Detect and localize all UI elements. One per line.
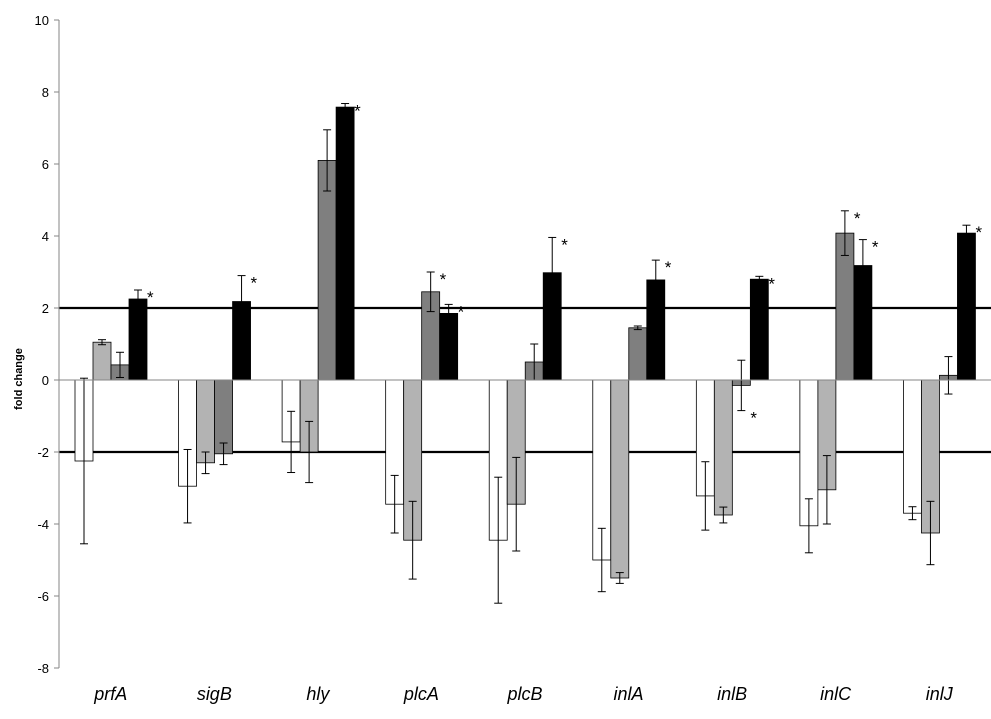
bars xyxy=(74,106,976,579)
significance-star: * xyxy=(854,209,861,228)
bar xyxy=(92,341,112,381)
bar xyxy=(335,106,355,381)
y-axis-title: fold change xyxy=(13,348,25,410)
x-category-label: inlA xyxy=(614,684,644,704)
y-tick-label: 6 xyxy=(42,157,49,172)
x-category-label: plcB xyxy=(506,684,542,704)
significance-star: * xyxy=(543,342,550,361)
significance-star: * xyxy=(872,238,879,257)
y-tick-label: 8 xyxy=(42,85,49,100)
y-tick-label: -2 xyxy=(37,445,49,460)
y-tick-label: 2 xyxy=(42,301,49,316)
y-tick-label: -4 xyxy=(37,517,49,532)
x-category-label: inlJ xyxy=(926,684,954,704)
bar xyxy=(317,159,337,381)
significance-star: * xyxy=(768,274,775,293)
category-labels: prfA sigB hly plcA plcB inlA inlB inlC inlJ xyxy=(93,684,953,704)
y-tick-label: 0 xyxy=(42,373,49,388)
significance-star: * xyxy=(647,324,654,343)
bar xyxy=(128,298,148,381)
significance-star: * xyxy=(957,355,964,374)
y-tick-label: 10 xyxy=(35,13,49,28)
bar xyxy=(628,327,648,381)
y-tick-label: 4 xyxy=(42,229,49,244)
x-category-label: inlB xyxy=(717,684,747,704)
bar xyxy=(903,379,922,514)
bar xyxy=(196,379,215,464)
significance-star: * xyxy=(458,302,465,321)
significance-star: * xyxy=(354,102,361,121)
axes xyxy=(58,20,991,668)
bar xyxy=(610,379,630,579)
bar xyxy=(713,379,733,516)
significance-star: * xyxy=(336,128,343,147)
x-category-label: hly xyxy=(306,684,330,704)
x-category-label: inlC xyxy=(820,684,852,704)
significance-star: * xyxy=(147,288,154,307)
x-category-label: prfA xyxy=(93,684,127,704)
y-axis-ticks: -8 -6 -4 -2 0 2 4 6 8 10 xyxy=(35,13,59,676)
significance-star: * xyxy=(251,274,258,293)
significance-star: * xyxy=(440,270,447,289)
y-tick-label: -8 xyxy=(37,661,49,676)
bar xyxy=(749,278,769,381)
bar xyxy=(439,312,459,381)
x-category-label: plcA xyxy=(403,684,439,704)
y-tick-label: -6 xyxy=(37,589,49,604)
significance-star: * xyxy=(750,409,757,428)
error-bars xyxy=(80,103,971,604)
significance-markers: * * * * * * * * * * * * * * * * xyxy=(147,102,982,428)
significance-star: * xyxy=(975,223,982,242)
significance-star: * xyxy=(561,235,568,254)
x-category-label: sigB xyxy=(197,684,232,704)
significance-star: * xyxy=(665,258,672,277)
